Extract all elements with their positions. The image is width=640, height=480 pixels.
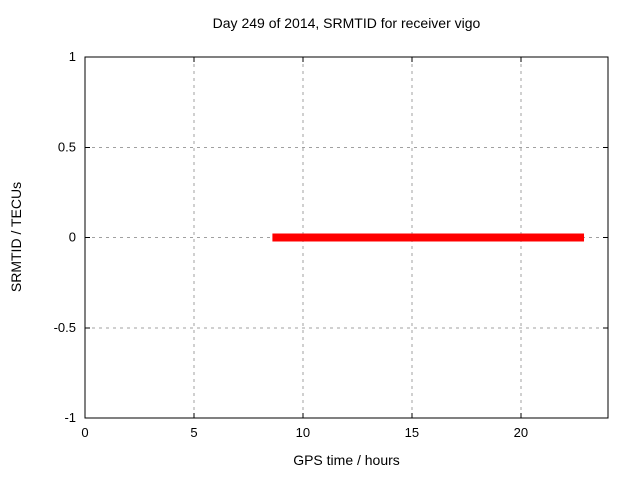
y-tick-label: 1 (69, 49, 76, 64)
x-tick-label: 5 (190, 425, 197, 440)
x-tick-label: 0 (81, 425, 88, 440)
chart-title: Day 249 of 2014, SRMTID for receiver vig… (212, 15, 481, 31)
x-tick-label: 15 (405, 425, 419, 440)
y-tick-label: 0 (69, 230, 76, 245)
x-tick-label: 20 (514, 425, 528, 440)
y-tick-label: -0.5 (54, 320, 76, 335)
x-tick-label: 10 (296, 425, 310, 440)
y-tick-label: 0.5 (58, 139, 76, 154)
y-tick-label: -1 (64, 410, 76, 425)
x-axis-label: GPS time / hours (293, 452, 400, 468)
